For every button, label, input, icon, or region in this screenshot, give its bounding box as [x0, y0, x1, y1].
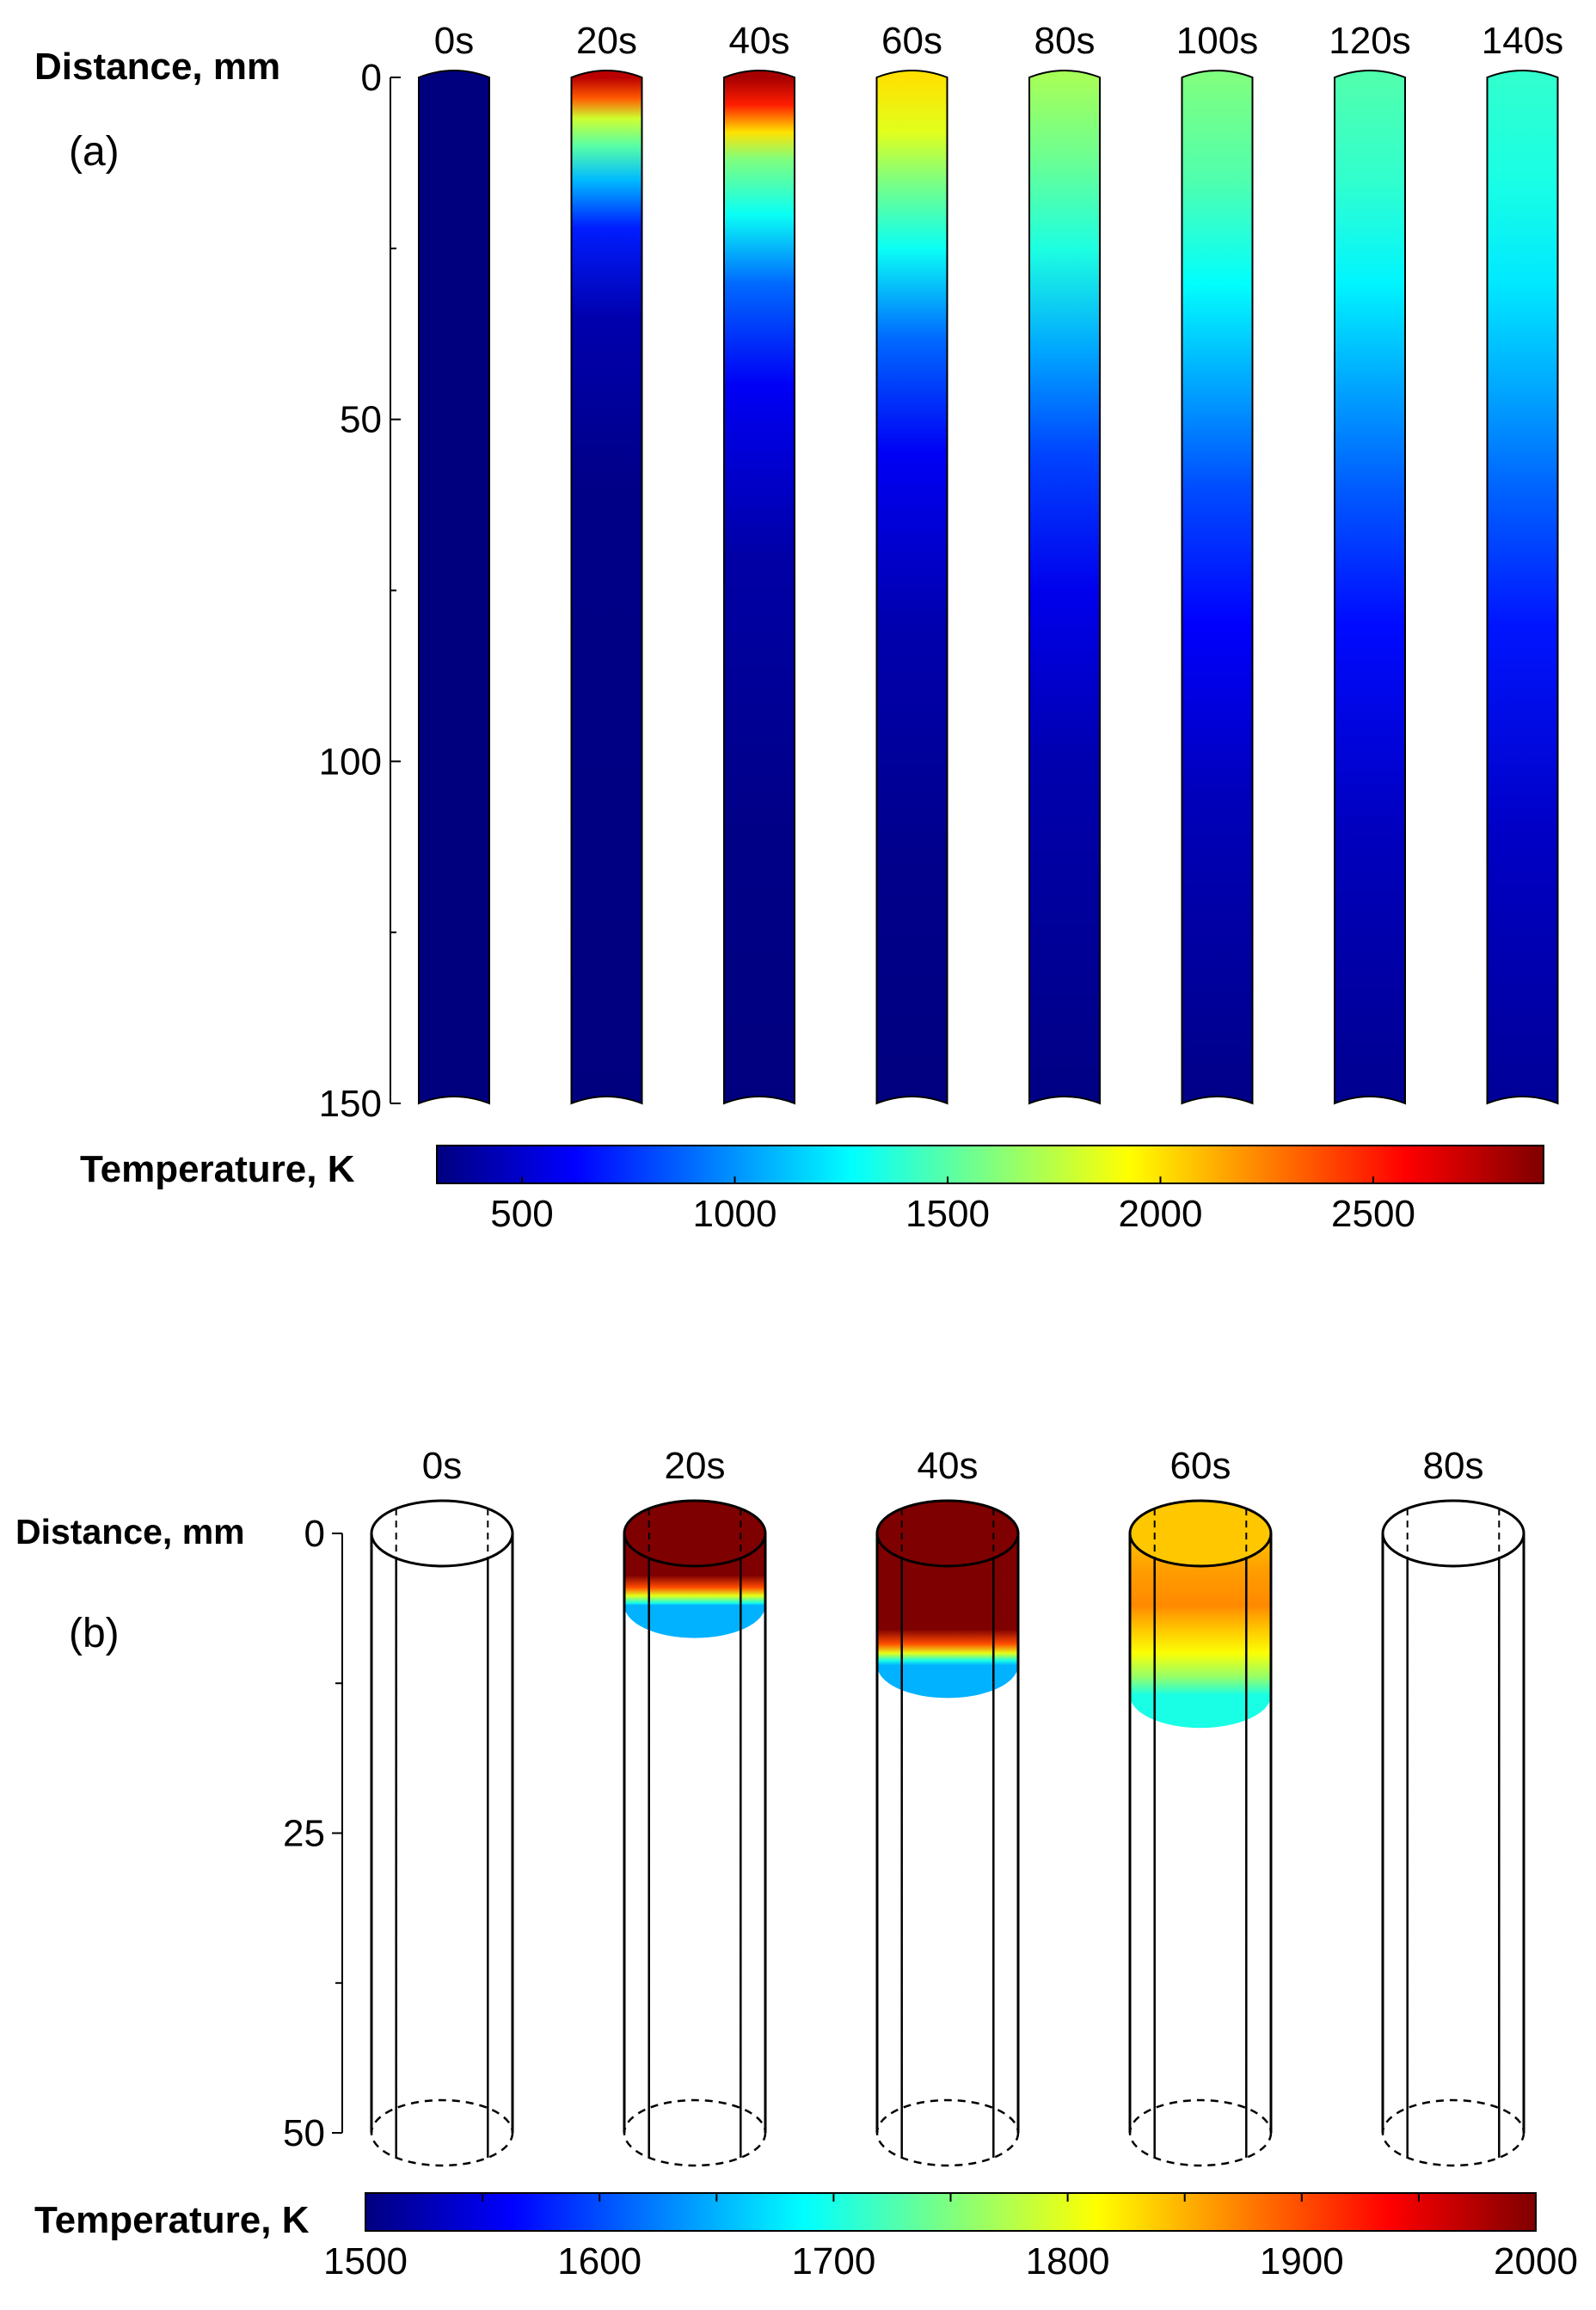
- column-0s: [418, 70, 490, 1105]
- cylinder-label-60s: 60s: [1170, 1445, 1231, 1487]
- column-label-120s: 120s: [1329, 20, 1410, 62]
- panel-a-colorbar: [436, 1145, 1544, 1184]
- panel-a-colorbar-tick-label: 1500: [905, 1193, 990, 1235]
- panel-b-colorbar-title: Temperature, K: [34, 2199, 310, 2241]
- cylinder-base-80s: [1381, 2098, 1525, 2167]
- panel-a-y-ticks: 0 50 100 150: [319, 57, 401, 1125]
- panel-b-colorbar-ticks: 1500 1600 1700 1800 1900 2000: [323, 2193, 1578, 2282]
- panel-a-colorbar-title: Temperature, K: [80, 1148, 355, 1190]
- panel-b-colorbar-tick-label: 1500: [323, 2240, 408, 2282]
- column-140s: [1486, 70, 1559, 1105]
- panel-a-y-tick-label: 100: [319, 740, 382, 783]
- column-label-80s: 80s: [1034, 20, 1096, 62]
- panel-a-y-tick-label: 0: [361, 57, 382, 99]
- panel-a-y-axis-title: Distance, mm: [34, 46, 280, 88]
- panel-b-label: (b): [69, 1611, 120, 1656]
- panel-a-colorbar-tick-label: 500: [490, 1193, 553, 1235]
- panel-b-y-tick-label: 25: [283, 1813, 325, 1855]
- panel-a-y-tick-label: 150: [319, 1083, 382, 1125]
- column-60s: [875, 70, 948, 1105]
- column-label-100s: 100s: [1176, 20, 1258, 62]
- column-label-40s: 40s: [729, 20, 790, 62]
- panel-b-y-ticks: 0 25 50: [283, 1513, 342, 2154]
- column-80s: [1028, 70, 1101, 1105]
- column-label-140s: 140s: [1482, 20, 1563, 62]
- cylinder-top-0s: [370, 1499, 514, 1568]
- cylinder-base-0s: [370, 2098, 514, 2167]
- column-label-20s: 20s: [576, 20, 637, 62]
- cylinder-label-0s: 0s: [422, 1445, 462, 1487]
- cylinder-base-40s: [875, 2098, 1020, 2167]
- column-120s: [1334, 70, 1406, 1105]
- column-20s: [570, 70, 643, 1105]
- cylinder-top-80s: [1381, 1499, 1525, 1568]
- panel-a-colorbar-ticks: 500 1000 1500 2000 2500: [490, 1177, 1415, 1235]
- cylinder-base-60s: [1128, 2098, 1273, 2167]
- melt-top-40s: [877, 1501, 1018, 1566]
- column-100s: [1181, 70, 1254, 1105]
- cylinder-base-20s: [623, 2098, 767, 2167]
- panel-a-colorbar-tick-label: 2000: [1119, 1193, 1203, 1235]
- cylinder-label-40s: 40s: [918, 1445, 979, 1487]
- melt-top-20s: [624, 1501, 765, 1566]
- panel-b-colorbar-tick-label: 1800: [1026, 2240, 1110, 2282]
- panel-b-colorbar-tick-label: 1700: [791, 2240, 875, 2282]
- panel-a-colorbar-tick-label: 2500: [1331, 1193, 1415, 1235]
- panel-b-y-axis-title: Distance, mm: [15, 1512, 245, 1551]
- panel-b-colorbar-tick-label: 1600: [557, 2240, 641, 2282]
- cylinder-label-20s: 20s: [665, 1445, 726, 1487]
- panel-b-chart: Distance, mm (b) 0 25 50 0s 20s 40s 60s 80s Te…: [15, 1445, 1578, 2282]
- panel-b-y-tick-label: 50: [283, 2112, 325, 2154]
- panel-b-cylinders: 0s 20s 40s 60s 80s: [370, 1445, 1525, 2167]
- panel-a-label: (a): [69, 129, 120, 175]
- column-label-0s: 0s: [434, 20, 474, 62]
- cylinder-label-80s: 80s: [1423, 1445, 1484, 1487]
- melt-top-60s: [1130, 1501, 1271, 1566]
- column-label-60s: 60s: [881, 20, 942, 62]
- panel-a-columns: 0s 20s 40s 60s 80s 100s 120s 140s: [418, 20, 1563, 1105]
- panel-a-y-tick-label: 50: [340, 399, 382, 441]
- panel-b-colorbar-tick-label: 1900: [1260, 2240, 1344, 2282]
- panel-b-colorbar-tick-label: 2000: [1494, 2240, 1578, 2282]
- panel-b-y-tick-label: 0: [304, 1513, 325, 1555]
- column-40s: [723, 70, 795, 1105]
- panel-a-colorbar-tick-label: 1000: [693, 1193, 777, 1235]
- panel-a-chart: Distance, mm (a) 0 50 100 150 0s 20s 40s 60s 80…: [34, 20, 1563, 1235]
